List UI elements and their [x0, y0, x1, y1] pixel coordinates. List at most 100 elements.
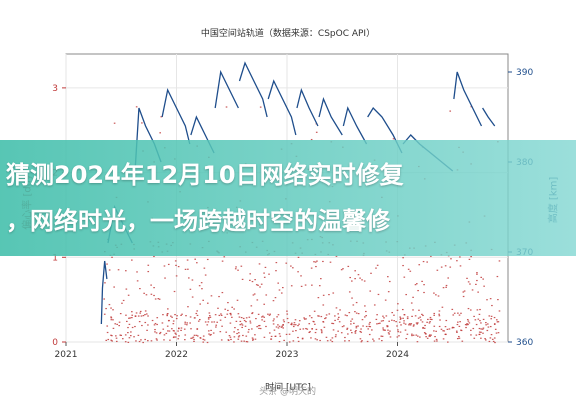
- scatter-point: [119, 312, 122, 315]
- scatter-point: [498, 310, 501, 312]
- altitude-line-segment: [100, 260, 108, 325]
- scatter-point: [291, 242, 294, 244]
- scatter-point: [348, 311, 351, 314]
- scatter-point: [479, 320, 481, 322]
- scatter-point: [458, 146, 460, 149]
- scatter-point: [489, 325, 492, 328]
- scatter-point: [435, 330, 437, 332]
- scatter-point: [150, 284, 152, 286]
- scatter-point: [290, 143, 293, 145]
- scatter-point: [351, 318, 354, 320]
- scatter-point: [331, 337, 334, 339]
- scatter-point: [285, 333, 288, 336]
- scatter-point: [167, 330, 169, 332]
- scatter-point: [224, 316, 227, 318]
- scatter-point: [393, 314, 395, 316]
- scatter-point: [319, 339, 321, 342]
- scatter-point: [415, 334, 418, 336]
- scatter-point: [337, 313, 339, 315]
- chart-title: 中国空间站轨道（数据来源：CSpOC API）: [200, 29, 376, 39]
- x-tick-label: 2021: [55, 350, 78, 360]
- scatter-point: [315, 328, 318, 331]
- scatter-point: [368, 333, 371, 336]
- scatter-point: [150, 340, 153, 342]
- scatter-point: [229, 336, 232, 338]
- scatter-point: [322, 304, 325, 306]
- scatter-point: [337, 316, 340, 318]
- scatter-point: [357, 313, 360, 315]
- scatter-point: [421, 313, 423, 315]
- scatter-point: [478, 327, 481, 330]
- scatter-point: [331, 340, 334, 343]
- scatter-point: [382, 315, 384, 317]
- scatter-point: [178, 327, 180, 329]
- scatter-point: [245, 335, 248, 337]
- scatter-point: [436, 269, 439, 271]
- scatter-point: [278, 289, 281, 291]
- scatter-point: [403, 254, 406, 256]
- scatter-point: [490, 248, 493, 251]
- scatter-point: [110, 316, 112, 318]
- scatter-point: [356, 240, 358, 242]
- scatter-point: [233, 308, 235, 310]
- scatter-point: [278, 341, 281, 343]
- scatter-point: [340, 269, 343, 271]
- scatter-point: [397, 329, 399, 331]
- scatter-point: [318, 315, 320, 317]
- scatter-point: [228, 335, 231, 337]
- scatter-point: [359, 277, 361, 279]
- scatter-point: [354, 332, 357, 334]
- scatter-point: [147, 324, 149, 326]
- scatter-point: [357, 325, 359, 327]
- scatter-point: [260, 283, 263, 285]
- scatter-point: [315, 131, 318, 133]
- scatter-point: [139, 288, 141, 290]
- scatter-point: [135, 312, 138, 314]
- scatter-point: [159, 331, 162, 334]
- scatter-point: [194, 258, 196, 260]
- scatter-point: [159, 332, 161, 335]
- scatter-point: [430, 334, 432, 336]
- scatter-point: [406, 316, 409, 318]
- scatter-point: [129, 317, 131, 319]
- scatter-point: [328, 242, 331, 244]
- scatter-point: [331, 322, 333, 324]
- scatter-point: [426, 337, 429, 339]
- scatter-point: [459, 256, 461, 258]
- scatter-point: [290, 285, 293, 287]
- scatter-point: [433, 325, 436, 327]
- scatter-point: [124, 334, 127, 336]
- scatter-point: [151, 319, 154, 322]
- scatter-point: [355, 330, 357, 332]
- scatter-point: [110, 319, 113, 321]
- scatter-point: [470, 255, 472, 258]
- scatter-point: [366, 340, 369, 343]
- scatter-point: [171, 316, 173, 318]
- scatter-point: [403, 314, 406, 316]
- scatter-point: [292, 340, 295, 342]
- scatter-point: [484, 338, 486, 340]
- scatter-point: [237, 336, 240, 338]
- scatter-point: [474, 319, 477, 321]
- x-axis-label: 时间 [UTC]: [265, 383, 311, 393]
- scatter-point: [491, 338, 494, 340]
- scatter-point: [198, 318, 201, 321]
- scatter-point: [496, 319, 498, 321]
- scatter-point: [246, 341, 249, 343]
- scatter-point: [112, 327, 115, 329]
- scatter-point: [430, 255, 432, 257]
- scatter-point: [429, 318, 432, 320]
- scatter-point: [258, 327, 260, 330]
- scatter-point: [163, 339, 165, 341]
- scatter-point: [367, 328, 370, 330]
- scatter-point: [489, 337, 492, 339]
- scatter-point: [154, 331, 156, 333]
- scatter-point: [495, 332, 498, 334]
- scatter-point: [267, 254, 269, 256]
- scatter-point: [208, 315, 211, 317]
- scatter-point: [138, 321, 141, 323]
- scatter-point: [278, 325, 281, 327]
- scatter-point: [153, 255, 155, 258]
- scatter-point: [433, 314, 436, 316]
- scatter-point: [255, 284, 258, 286]
